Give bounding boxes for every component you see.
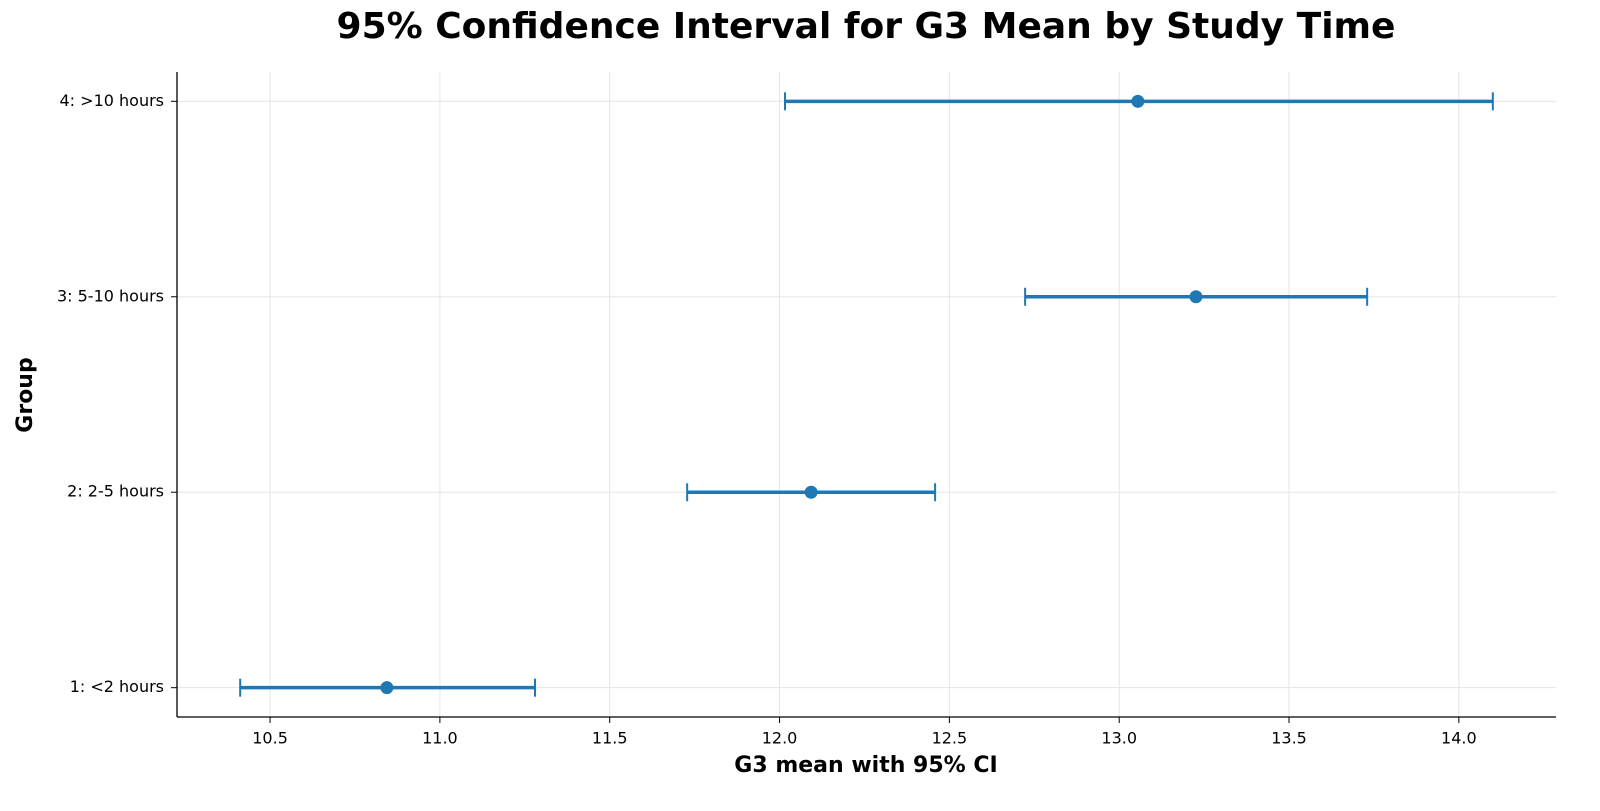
x-tick-label: 10.5 [252, 729, 288, 748]
x-tick-label: 13.5 [1271, 729, 1307, 748]
y-tick-label: 1: <2 hours [70, 677, 164, 696]
y-tick-label: 3: 5-10 hours [57, 286, 164, 305]
y-tick-label: 2: 2-5 hours [67, 482, 164, 501]
x-tick-label: 14.0 [1441, 729, 1477, 748]
y-tick-label: 4: >10 hours [60, 91, 165, 110]
x-tick-label: 12.0 [762, 729, 798, 748]
y-axis-label: Group [13, 357, 38, 432]
x-tick-label: 12.5 [932, 729, 968, 748]
mean-point [1189, 290, 1203, 304]
x-tick-label: 13.0 [1101, 729, 1137, 748]
mean-point [380, 681, 394, 695]
mean-point [1131, 94, 1145, 108]
chart-title: 95% Confidence Interval for G3 Mean by S… [337, 6, 1396, 47]
mean-point [804, 485, 818, 499]
x-tick-label: 11.0 [422, 729, 458, 748]
x-tick-label: 11.5 [592, 729, 628, 748]
x-axis-label: G3 mean with 95% CI [734, 753, 997, 778]
